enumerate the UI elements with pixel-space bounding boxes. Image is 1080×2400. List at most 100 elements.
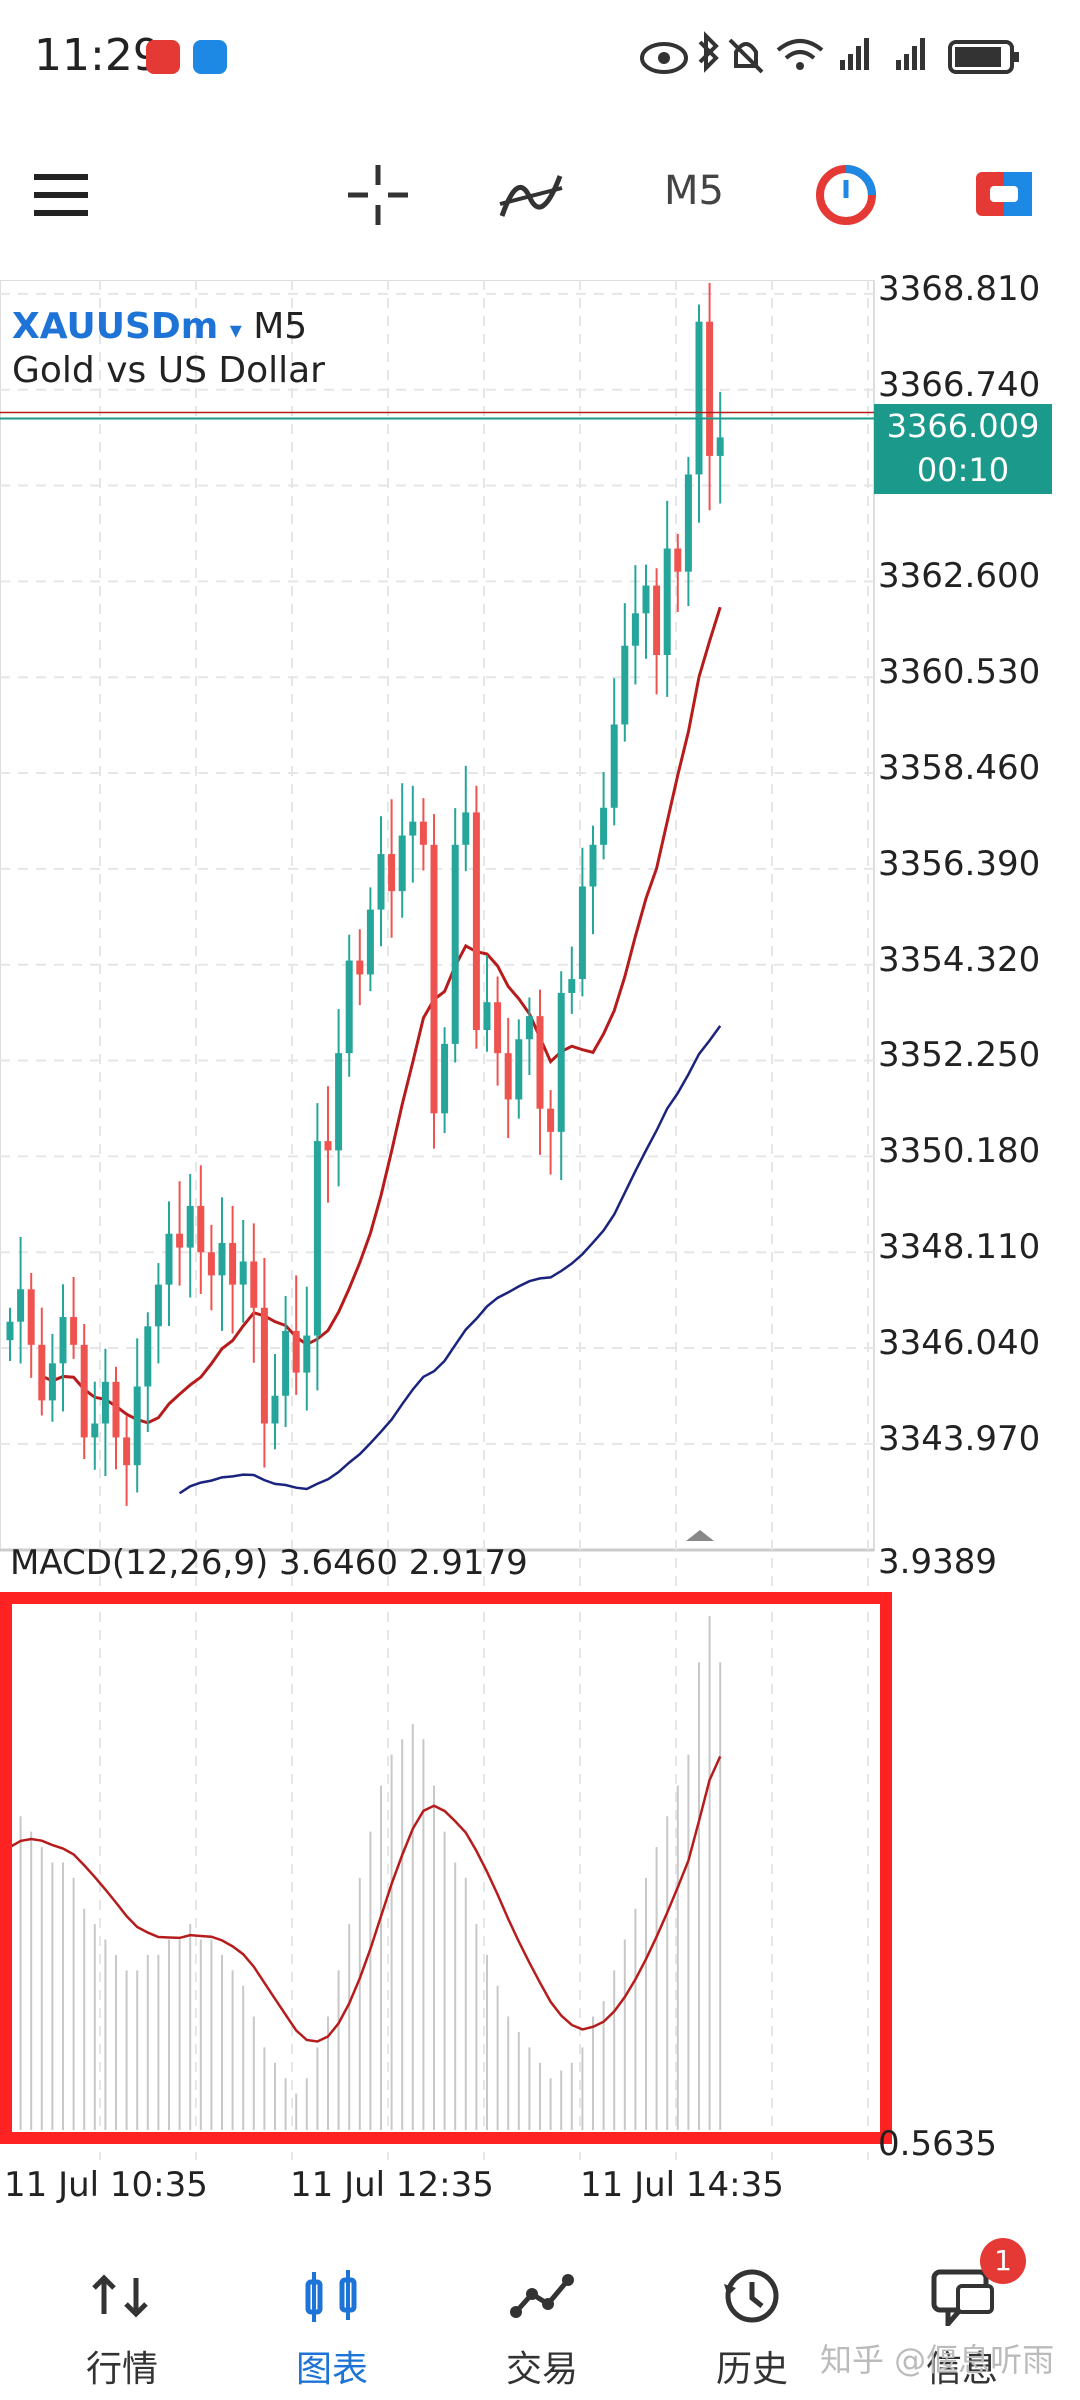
candle — [398, 835, 406, 892]
chart-toolbar — [0, 140, 1080, 250]
candle — [176, 1233, 184, 1248]
timeframe-button[interactable]: M5 — [664, 168, 724, 214]
macd-histogram — [9, 1615, 722, 2130]
crosshair-icon[interactable] — [348, 165, 408, 225]
candle — [356, 960, 364, 975]
candle — [303, 1335, 311, 1373]
slow-moving-average — [178, 1025, 722, 1495]
candle — [472, 812, 480, 1030]
candle — [260, 1307, 268, 1424]
candles — [6, 282, 724, 1506]
nav-label: 图表 — [295, 2349, 368, 2390]
chart-icon — [305, 2270, 357, 2322]
y-axis-label: 3356.390 — [878, 843, 1041, 884]
candle — [345, 960, 353, 1054]
candle — [239, 1261, 247, 1285]
candle — [706, 321, 714, 456]
candle — [674, 548, 682, 572]
candle — [282, 1330, 290, 1396]
nav-label: 信息 — [925, 2349, 998, 2390]
y-axis-label: 3346.040 — [878, 1322, 1041, 1363]
wifi-icon — [776, 39, 824, 70]
chart-canvas[interactable] — [0, 280, 1080, 2200]
symbol-name[interactable]: XAUUSDm — [12, 306, 219, 347]
y-axis-label: 3348.110 — [878, 1227, 1041, 1268]
chart-area[interactable] — [0, 280, 1080, 2200]
candle — [451, 844, 459, 1044]
candle — [6, 1321, 14, 1341]
candle — [271, 1395, 279, 1424]
candle — [313, 1141, 321, 1336]
candle — [494, 1002, 502, 1054]
candle — [335, 1053, 343, 1151]
x-label: 11 Jul 14:35 — [580, 2165, 784, 2205]
menu-icon[interactable] — [34, 174, 88, 216]
candle — [229, 1242, 237, 1285]
symbol-description: Gold vs US Dollar — [12, 350, 325, 391]
nav-messages[interactable]: 信息 — [872, 2220, 1052, 2400]
nav-chart[interactable]: 图表 — [242, 2220, 422, 2400]
watermark: 知乎 @偃息听雨 — [820, 2341, 1055, 2379]
indicators-icon[interactable] — [499, 175, 563, 217]
candle — [324, 1141, 332, 1151]
symbol-timeframe: M5 — [253, 306, 308, 347]
red-app-badge-icon — [146, 40, 180, 74]
candle — [133, 1386, 141, 1466]
bar-countdown: 00:10 — [916, 451, 1010, 490]
nav-trade[interactable]: 交易 — [452, 2220, 632, 2400]
x-label: 11 Jul 10:35 — [4, 2165, 208, 2205]
candle — [101, 1381, 109, 1424]
mute-bell-icon — [728, 38, 764, 74]
symbol-dropdown-icon[interactable]: ▾ — [229, 316, 242, 344]
trade-toggle-icon[interactable] — [976, 172, 1032, 216]
candle — [377, 854, 385, 910]
current-price-tag: 3366.009 00:10 — [874, 404, 1052, 495]
bluetooth-icon — [698, 31, 719, 73]
candle — [419, 821, 427, 845]
toolbar-icons — [34, 165, 1032, 225]
y-axis-label: 3360.530 — [878, 652, 1041, 693]
candle — [430, 844, 438, 1114]
candle — [409, 821, 417, 836]
candle — [80, 1344, 88, 1438]
status-time: 11:29 — [34, 30, 161, 81]
candle — [48, 1363, 56, 1401]
notification-badge: 1 — [980, 2238, 1026, 2284]
macd-highlight-box — [0, 1592, 892, 2144]
one-click-trading-icon[interactable] — [816, 165, 876, 225]
eye-icon — [640, 42, 688, 74]
candle — [186, 1205, 194, 1248]
candle — [250, 1261, 258, 1308]
candle — [112, 1381, 120, 1438]
candle — [536, 1016, 544, 1109]
candle — [663, 548, 671, 655]
candle — [557, 992, 565, 1132]
candle — [525, 1016, 533, 1040]
fast-moving-average — [41, 606, 722, 1425]
candle — [589, 844, 597, 887]
blue-app-badge-icon — [193, 40, 227, 74]
candle — [218, 1242, 226, 1276]
symbol-title[interactable]: XAUUSDm ▾ M5 — [12, 306, 307, 347]
y-axis-label: 3354.320 — [878, 939, 1041, 980]
candle — [483, 1002, 491, 1030]
candle — [462, 812, 470, 845]
candle — [684, 474, 692, 572]
candle — [547, 1108, 555, 1132]
candle — [197, 1205, 205, 1253]
messages-icon — [931, 2269, 994, 2326]
macd-signal-line — [9, 1755, 722, 2043]
y-axis-label: 3350.180 — [878, 1131, 1041, 1172]
nav-history[interactable]: 历史 — [662, 2220, 842, 2400]
candle — [504, 1053, 512, 1100]
candle — [631, 613, 639, 646]
macd-label: MACD(12,26,9) 3.6460 2.9179 — [10, 1543, 528, 1583]
candle — [70, 1317, 78, 1345]
y-axis-label: 3366.740 — [878, 364, 1041, 405]
candle — [154, 1284, 162, 1327]
candle — [600, 807, 608, 845]
nav-quotes[interactable]: 行情 — [32, 2220, 212, 2400]
candle — [388, 854, 396, 892]
candle — [653, 585, 661, 655]
candle — [695, 321, 703, 475]
